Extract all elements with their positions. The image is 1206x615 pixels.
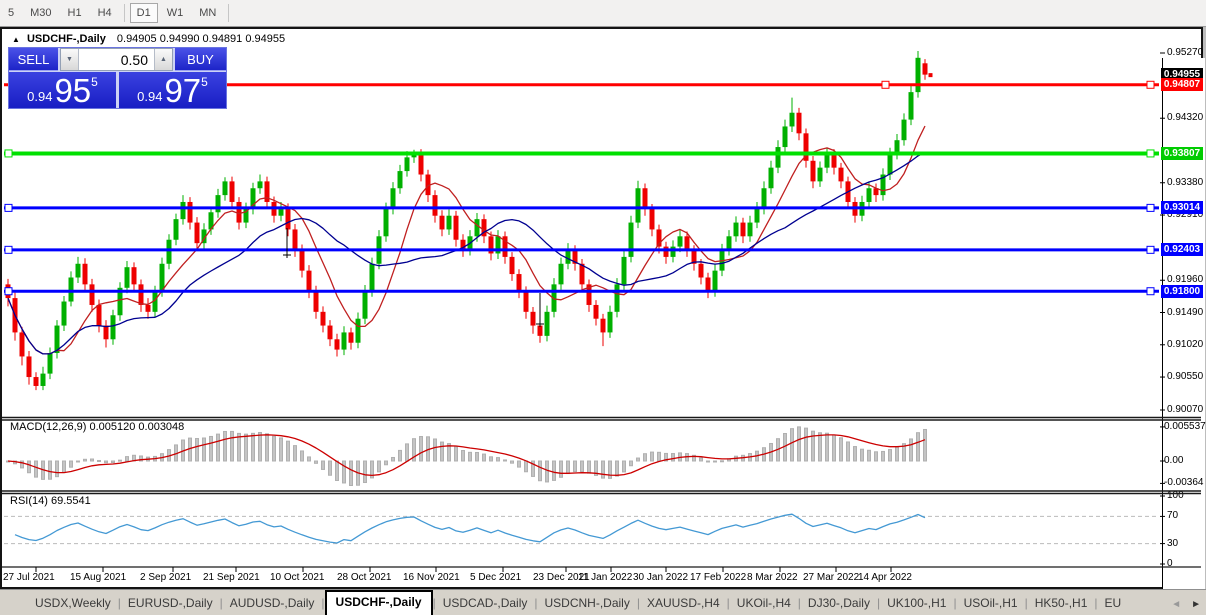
resistance-line-badge: 0.94807 xyxy=(1161,78,1203,92)
collapse-triangle-icon[interactable]: ▲ xyxy=(12,35,20,44)
date-axis-label: 14 Apr 2022 xyxy=(858,572,912,583)
tab-separator: | xyxy=(1094,596,1098,610)
symbol-tab-usoilh1[interactable]: USOil-,H1 xyxy=(963,596,1018,610)
price-axis-tick: 0.90070 xyxy=(1167,404,1204,415)
price-axis-tick: 0.95270 xyxy=(1167,47,1204,58)
macd-axis-tick: 0.00 xyxy=(1164,455,1184,466)
volume-increment-button[interactable]: ▲ xyxy=(154,49,172,70)
tab-scroll-left-button[interactable]: ◄ xyxy=(1171,599,1182,610)
macd-indicator-title: MACD(12,26,9) 0.005120 0.003048 xyxy=(10,421,185,433)
date-axis-label: 15 Aug 2021 xyxy=(70,572,127,583)
tab-scroll-right-button[interactable]: ► xyxy=(1191,599,1201,610)
level-line-badge: 0.91800 xyxy=(1161,284,1203,298)
timeframe-button-h1[interactable]: H1 xyxy=(67,7,82,19)
tab-separator: | xyxy=(321,596,325,610)
price-axis-tick: 0.91490 xyxy=(1167,306,1204,318)
tab-separator: | xyxy=(797,596,801,610)
volume-decrement-button[interactable]: ▼ xyxy=(61,49,79,70)
timeframe-button-d1[interactable]: D1 xyxy=(129,3,158,23)
date-axis-label: 27 Mar 2022 xyxy=(803,572,860,583)
tab-scroll-buttons: ◄ ► xyxy=(1169,598,1203,611)
date-axis-label: 28 Oct 2021 xyxy=(337,572,392,583)
level-line-badge: 0.92403 xyxy=(1161,243,1203,257)
buy-price-pip: 5 xyxy=(201,75,208,89)
timeframe-toolbar: 5 M30 H1 H4 D1 W1 MN xyxy=(0,0,1206,27)
price-axis-tick: 0.93380 xyxy=(1167,176,1204,188)
rsi-axis-tick: 70 xyxy=(1167,510,1179,522)
sell-price-pip: 5 xyxy=(91,75,98,89)
volume-input[interactable] xyxy=(79,49,154,70)
sell-price-base: 0.94 xyxy=(27,88,53,104)
symbol-tab-usdcaddaily[interactable]: USDCAD-,Daily xyxy=(442,596,528,610)
price-axis-tick: 0.94320 xyxy=(1167,112,1204,124)
date-axis-label: 16 Nov 2021 xyxy=(403,572,460,583)
sell-button[interactable]: SELL xyxy=(9,48,58,71)
macd-axis-tick: -0.00364 xyxy=(1164,477,1204,489)
timeframe-button-w1[interactable]: W1 xyxy=(166,7,184,19)
date-axis-label: 23 Dec 2021 xyxy=(533,572,590,583)
price-axis-tick: 0.91960 xyxy=(1167,274,1204,286)
symbol-tab-usdchfdaily[interactable]: USDCHF-,Daily xyxy=(324,590,433,615)
tab-separator: | xyxy=(534,596,538,610)
macd-axis-tick: 0.005537 xyxy=(1164,420,1206,432)
symbol-tab-hk50h1[interactable]: HK50-,H1 xyxy=(1034,596,1088,610)
tab-separator: | xyxy=(1024,596,1028,610)
symbol-tab-xauusdh4[interactable]: XAUUSD-,H4 xyxy=(646,596,720,610)
support-line-badge: 0.93807 xyxy=(1161,146,1203,160)
rsi-axis-tick: 0 xyxy=(1167,558,1173,569)
chart-ohlc-values: 0.94905 0.94990 0.94891 0.94955 xyxy=(116,33,286,45)
timeframe-button-mn[interactable]: MN xyxy=(199,7,217,19)
price-axis-tick: 0.91020 xyxy=(1167,338,1204,350)
symbol-tab-bar: USDX,Weekly | EURUSD-,Daily | AUDUSD-,Daily |… xyxy=(0,589,1206,615)
tab-separator: | xyxy=(432,596,436,610)
buy-price-big: 97 xyxy=(164,71,202,109)
rsi-axis-tick: 30 xyxy=(1167,537,1179,549)
chart-header: ▲ USDCHF-,Daily 0.94905 0.94990 0.94891 … xyxy=(12,33,285,45)
tab-separator: | xyxy=(726,596,730,610)
date-axis-label: 10 Oct 2021 xyxy=(270,572,325,583)
toolbar-separator xyxy=(123,4,125,22)
symbol-tab-uk100h1[interactable]: UK100-,H1 xyxy=(887,596,947,610)
symbol-tab-dj30daily[interactable]: DJ30-,Daily xyxy=(807,596,870,610)
tab-separator: | xyxy=(219,596,223,610)
date-axis-label: 8 Mar 2022 xyxy=(747,572,798,583)
symbol-tab-usdxweekly[interactable]: USDX,Weekly xyxy=(35,596,111,610)
date-axis-label: 5 Dec 2021 xyxy=(470,572,522,583)
symbol-tab-usdcnhdaily[interactable]: USDCNH-,Daily xyxy=(544,596,630,610)
date-axis-label: 27 Jul 2021 xyxy=(3,572,55,583)
buy-price-tile[interactable]: 0.94 97 5 xyxy=(119,72,226,108)
timeframe-button-5[interactable]: 5 xyxy=(8,7,15,19)
price-axis-tick: 0.92910 xyxy=(1167,209,1204,221)
sell-price-big: 95 xyxy=(54,71,92,109)
date-axis-label: 11 Jan 2022 xyxy=(578,572,633,583)
date-axis-label: 21 Sep 2021 xyxy=(203,572,260,583)
rsi-indicator-title: RSI(14) 69.5541 xyxy=(10,495,91,507)
current-price-badge: 0.94955 xyxy=(1161,68,1203,82)
date-axis-label: 17 Feb 2022 xyxy=(690,572,747,583)
chart-window[interactable] xyxy=(0,27,1205,596)
tab-separator: | xyxy=(953,596,957,610)
tab-separator: | xyxy=(117,596,121,610)
price-axis-tick: 0.90550 xyxy=(1167,371,1204,383)
toolbar-separator xyxy=(228,4,230,22)
sell-price-tile[interactable]: 0.94 95 5 xyxy=(9,72,116,108)
one-click-trading-panel: SELL ▼ ▲ BUY 0.94 95 5 0.94 97 5 xyxy=(8,47,227,109)
rsi-axis-tick: 100 xyxy=(1167,490,1184,501)
symbol-tab-eurusddaily[interactable]: EURUSD-,Daily xyxy=(127,596,213,610)
tab-separator: | xyxy=(876,596,881,610)
tab-separator: | xyxy=(636,596,640,610)
volume-stepper: ▼ ▲ xyxy=(60,48,173,71)
buy-price-base: 0.94 xyxy=(137,88,163,104)
buy-button[interactable]: BUY xyxy=(175,48,226,71)
date-axis-label: 30 Jan 2022 xyxy=(633,572,689,583)
symbol-tab-audusddaily[interactable]: AUDUSD-,Daily xyxy=(229,596,315,610)
date-axis-label: 2 Sep 2021 xyxy=(140,572,192,583)
level-line-badge: 0.93014 xyxy=(1161,201,1203,215)
timeframe-button-m30[interactable]: M30 xyxy=(30,7,52,19)
symbol-tab-eu[interactable]: EU xyxy=(1104,596,1122,610)
chart-symbol-label: USDCHF-,Daily xyxy=(26,33,106,45)
symbol-tab-ukoilh4[interactable]: UKOil-,H4 xyxy=(736,596,791,610)
timeframe-button-h4[interactable]: H4 xyxy=(97,7,112,19)
